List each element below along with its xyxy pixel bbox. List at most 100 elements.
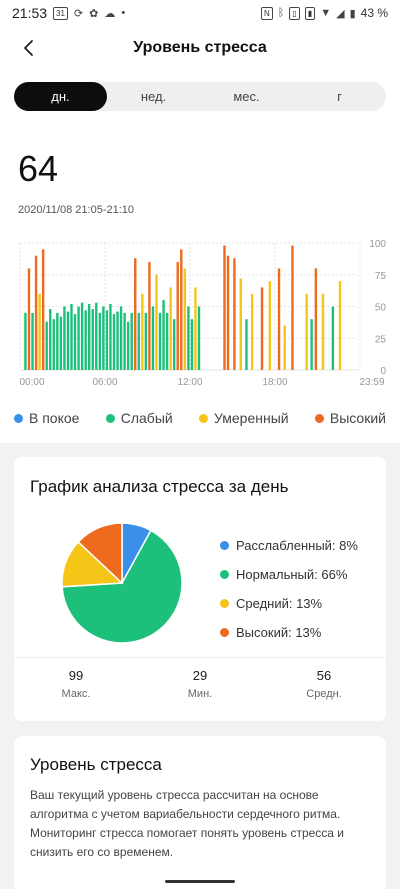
stress-bar-high xyxy=(176,262,179,370)
tab-day[interactable]: дн. xyxy=(14,82,107,111)
stress-bar-weak xyxy=(151,306,155,370)
stress-bar-weak xyxy=(197,306,201,370)
stress-analysis-title: График анализа стресса за день xyxy=(30,477,289,496)
stress-bar-high xyxy=(41,249,45,370)
stress-bar-weak xyxy=(245,319,248,370)
stress-bar-weak xyxy=(31,312,34,370)
stress-bar-high xyxy=(260,287,264,370)
stress-bar-weak xyxy=(112,314,116,370)
stress-bar-weak xyxy=(59,316,63,370)
legend-label-moderate: Умеренный xyxy=(213,410,289,426)
chevron-left-icon xyxy=(24,40,33,56)
pie-slice-normal xyxy=(61,529,183,644)
period-tabs: дн. нед. мес. г xyxy=(14,82,386,111)
calendar-icon: 31 xyxy=(53,6,68,20)
back-button[interactable] xyxy=(12,32,44,64)
battery-percent: 43 % xyxy=(360,6,388,20)
pie-dot-normal xyxy=(220,570,229,579)
stress-bar-weak xyxy=(310,319,313,370)
x-tick-label: 18:00 xyxy=(262,377,287,388)
info-description: Ваш текущий уровень стресса рассчитан на… xyxy=(30,788,344,859)
status-time: 21:53 xyxy=(12,5,48,21)
pie-legend-item: Высокий: 13% xyxy=(220,618,358,647)
stress-bar-moderate xyxy=(141,293,144,370)
stress-bar-moderate xyxy=(155,274,158,370)
stat-min-value: 29 xyxy=(192,668,208,683)
tab-year[interactable]: г xyxy=(337,89,342,104)
stress-bar-moderate xyxy=(194,287,197,370)
y-tick-label: 50 xyxy=(375,303,387,314)
stress-bar-weak xyxy=(77,306,80,370)
stress-bar-chart[interactable]: 0 25 50 75 100 00:00 06:00 12:00 18:00 23:59 xyxy=(10,235,390,395)
legend-label-high: Высокий xyxy=(329,410,386,426)
stress-bar-moderate xyxy=(38,293,41,370)
legend-label-weak: Слабый xyxy=(120,410,173,426)
bluetooth-icon: ᛒ xyxy=(277,7,285,19)
pie-dot-relaxed xyxy=(220,541,229,550)
stress-bar-weak xyxy=(52,319,55,370)
tab-month[interactable]: мес. xyxy=(233,89,260,104)
stress-bar-weak xyxy=(119,306,123,370)
y-tick-label: 75 xyxy=(375,271,387,282)
stat-max-value: 99 xyxy=(68,668,84,683)
sync-icon: ⟳ xyxy=(73,7,84,20)
stress-bar-high xyxy=(314,268,318,370)
stress-bar-high xyxy=(148,262,151,370)
stress-bar-weak xyxy=(165,312,169,370)
stress-bar-weak xyxy=(331,306,335,370)
measurement-date-range: 2020/11/08 21:05-21:10 xyxy=(18,204,135,216)
current-stress-value: 64 xyxy=(18,148,59,189)
stat-min: 29 Мин. xyxy=(138,668,262,700)
stress-bar-high xyxy=(226,255,230,370)
tab-week[interactable]: нед. xyxy=(140,89,167,104)
stress-bar-weak xyxy=(158,312,162,370)
x-tick-label: 06:00 xyxy=(92,377,117,388)
pie-legend-item: Расслабленный: 8% xyxy=(220,531,358,560)
stress-bar-high xyxy=(277,268,281,370)
x-tick-label: 12:00 xyxy=(177,377,202,388)
stress-bar-weak xyxy=(49,309,52,370)
y-tick-label: 0 xyxy=(380,366,386,377)
stat-min-label: Мин. xyxy=(187,688,213,700)
pie-legend-item: Средний: 13% xyxy=(220,589,358,618)
y-tick-label: 25 xyxy=(375,334,387,345)
stress-bar-weak xyxy=(88,303,91,370)
nfc-icon: N xyxy=(261,6,273,20)
stress-bar-weak xyxy=(116,311,119,370)
pie-legend: Расслабленный: 8% Нормальный: 66% Средни… xyxy=(220,531,358,647)
stress-bar-high xyxy=(180,249,183,370)
home-indicator[interactable] xyxy=(165,880,235,883)
stress-bar-weak xyxy=(173,319,176,370)
x-tick-label: 23:59 xyxy=(359,377,384,388)
stress-bar-chart-svg: 0 25 50 75 100 00:00 06:00 12:00 18:00 23:59 xyxy=(19,239,387,388)
legend-item-moderate: Умеренный xyxy=(198,410,289,426)
card-divider xyxy=(14,657,386,658)
stress-pie-chart xyxy=(61,522,183,644)
stress-bar-weak xyxy=(63,306,66,370)
app-header: Уровень стресса xyxy=(0,26,400,70)
stress-bar-moderate xyxy=(321,293,325,370)
stress-bar-moderate xyxy=(183,268,187,370)
stress-analysis-card: График анализа стресса за день Расслабле… xyxy=(14,457,386,721)
stress-bar-weak xyxy=(187,306,190,370)
x-tick-label: 00:00 xyxy=(19,377,44,388)
stress-bar-weak xyxy=(45,321,48,370)
stress-bar-high xyxy=(223,245,226,370)
cloud-icon: ☁ xyxy=(104,7,116,20)
stress-bar-weak xyxy=(130,312,133,370)
legend-dot-high xyxy=(314,413,324,423)
legend-dot-calm xyxy=(14,413,23,423)
legend-item-weak: Слабый xyxy=(105,410,173,426)
fan-icon: ✿ xyxy=(89,7,99,20)
stat-avg: 56 Средн. xyxy=(262,668,386,700)
signal-icon: ◢ xyxy=(336,7,345,20)
stress-bar-moderate xyxy=(338,281,342,370)
stress-legend: В покое Слабый Умеренный Высокий xyxy=(14,410,386,426)
stress-bar-high xyxy=(291,245,294,370)
stress-bar-weak xyxy=(80,302,84,370)
pie-label-medium: Средний: 13% xyxy=(236,596,323,611)
stress-bar-moderate xyxy=(283,325,286,370)
stress-bar-weak xyxy=(126,321,130,370)
stat-avg-label: Средн. xyxy=(306,688,342,700)
stress-bar-weak xyxy=(84,310,87,370)
